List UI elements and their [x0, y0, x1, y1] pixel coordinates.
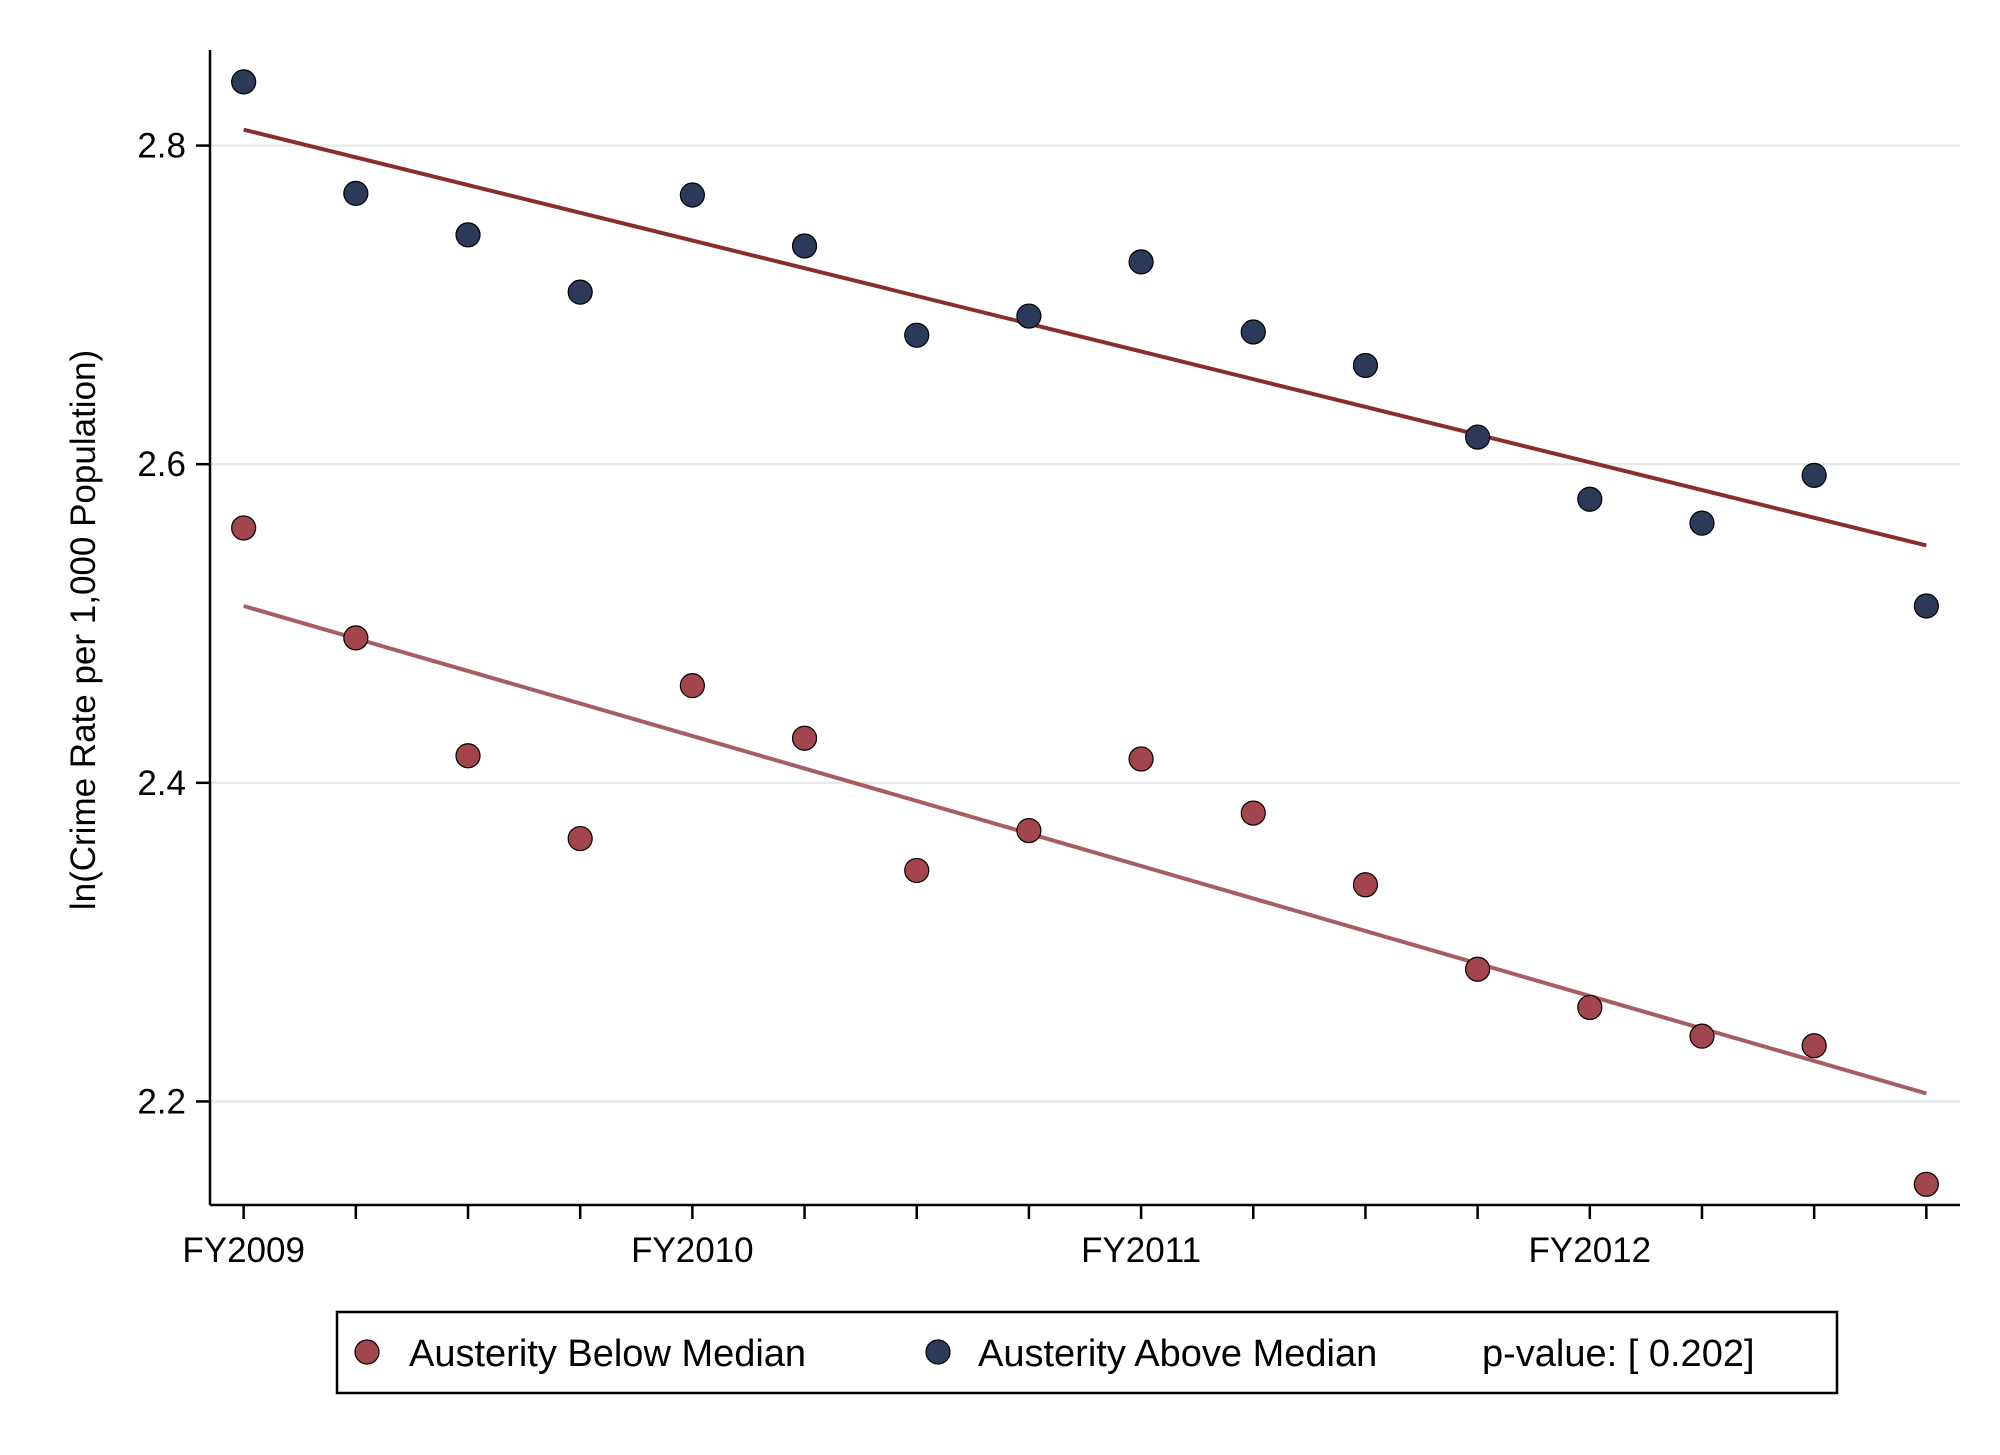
point-below-median-15 — [1913, 1171, 1939, 1197]
point-above-median-2 — [455, 222, 481, 248]
legend-marker-above-median — [925, 1339, 951, 1365]
gridlines — [210, 144, 1960, 1103]
point-below-median-8 — [1128, 746, 1154, 772]
point-below-median-4 — [679, 673, 705, 699]
point-above-median-5 — [791, 233, 818, 259]
y-tick-label-2.4: 2.4 — [137, 764, 186, 803]
point-below-median-11 — [1465, 956, 1491, 982]
point-below-median-13 — [1689, 1023, 1715, 1049]
x-tick-label-fy2010: FY2010 — [631, 1231, 754, 1270]
point-below-median-7 — [1016, 818, 1042, 844]
y-tick-label-2.2: 2.2 — [137, 1082, 186, 1121]
fit-lines — [243, 127, 1927, 1096]
point-above-median-15 — [1913, 593, 1939, 619]
point-below-median-9 — [1240, 800, 1266, 826]
point-below-median-3 — [567, 825, 593, 852]
point-below-median-12 — [1577, 994, 1603, 1021]
point-below-median-10 — [1352, 872, 1379, 898]
y-tick-label-2.6: 2.6 — [137, 445, 186, 484]
point-below-median-5 — [791, 725, 818, 751]
point-above-median-3 — [567, 279, 593, 305]
point-above-median-6 — [904, 322, 930, 348]
point-above-median-8 — [1128, 249, 1154, 275]
point-above-median-4 — [679, 182, 705, 208]
point-above-median-0 — [231, 69, 257, 95]
axes: 2.2 2.4 2.6 2.8 FY2009 FY2010 FY2011 FY2012 — [137, 50, 1960, 1270]
point-above-median-1 — [343, 180, 369, 206]
x-tick-label-fy2012: FY2012 — [1529, 1231, 1652, 1270]
legend-p-value: p-value: [ 0.202] — [1482, 1333, 1755, 1375]
legend-label-below-median: Austerity Below Median — [409, 1333, 806, 1375]
point-above-median-7 — [1016, 303, 1042, 329]
point-below-median-0 — [231, 515, 257, 541]
fit-line-below-median — [243, 604, 1927, 1096]
x-tick-label-fy2009: FY2009 — [182, 1231, 305, 1270]
fit-line-above-median — [243, 127, 1927, 548]
y-axis-title: ln(Crime Rate per 1,000 Population) — [64, 350, 103, 910]
point-below-median-6 — [904, 857, 930, 884]
point-above-median-14 — [1801, 462, 1827, 488]
point-below-median-14 — [1801, 1033, 1827, 1059]
point-above-median-10 — [1352, 352, 1379, 379]
y-tick-label-2.8: 2.8 — [137, 127, 186, 166]
data-points — [231, 69, 1939, 1197]
point-above-median-11 — [1465, 424, 1491, 450]
point-below-median-1 — [343, 625, 369, 651]
point-below-median-2 — [455, 743, 481, 769]
legend-box — [335, 1310, 1839, 1395]
point-above-median-12 — [1577, 486, 1603, 512]
legend-label-above-median: Austerity Above Median — [978, 1333, 1377, 1375]
legend-marker-below-median — [354, 1339, 380, 1365]
point-above-median-13 — [1689, 510, 1715, 536]
x-tick-label-fy2011: FY2011 — [1081, 1231, 1201, 1270]
point-above-median-9 — [1240, 319, 1266, 345]
legend: Austerity Below Median Austerity Above M… — [335, 1310, 1839, 1395]
